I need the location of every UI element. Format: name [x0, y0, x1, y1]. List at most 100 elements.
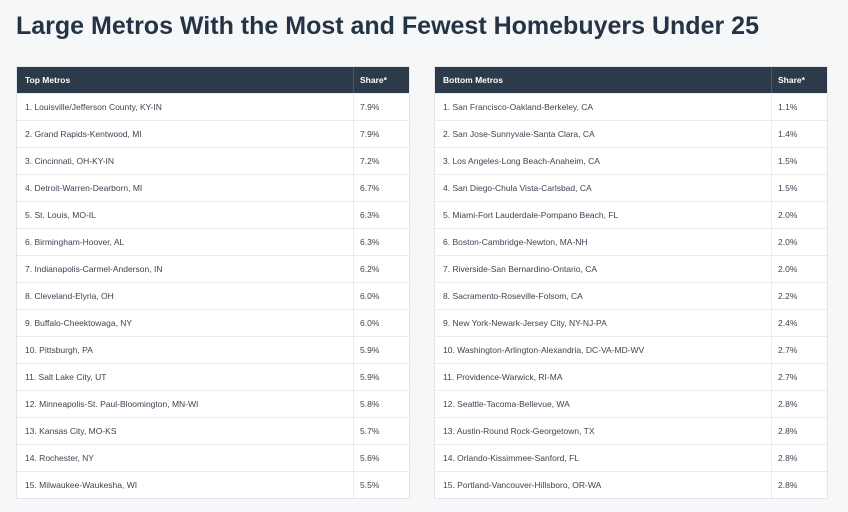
page-title: Large Metros With the Most and Fewest Ho… — [16, 12, 759, 40]
metro-cell: 2. San Jose-Sunnyvale-Santa Clara, CA — [443, 129, 595, 139]
table-row: 8. Sacramento-Roseville-Folsom, CA 2.2% — [435, 282, 827, 309]
metro-cell: 13. Austin-Round Rock-Georgetown, TX — [443, 426, 595, 436]
share-cell: 2.0% — [771, 229, 827, 255]
metro-cell: 15. Portland-Vancouver-Hillsboro, OR-WA — [443, 480, 602, 490]
table-row: 3. Cincinnati, OH-KY-IN 7.2% — [17, 147, 409, 174]
table-row: 11. Providence-Warwick, RI-MA 2.7% — [435, 363, 827, 390]
table-row: 11. Salt Lake City, UT 5.9% — [17, 363, 409, 390]
share-cell: 5.6% — [353, 445, 409, 471]
table-row: 15. Milwaukee-Waukesha, WI 5.5% — [17, 471, 409, 498]
share-cell: 2.0% — [771, 256, 827, 282]
share-cell: 6.0% — [353, 283, 409, 309]
table-row: 6. Birmingham-Hoover, AL 6.3% — [17, 228, 409, 255]
metro-cell: 3. Cincinnati, OH-KY-IN — [25, 156, 114, 166]
share-cell: 1.1% — [771, 94, 827, 120]
share-cell: 7.9% — [353, 121, 409, 147]
metro-cell: 12. Minneapolis-St. Paul-Bloomington, MN… — [25, 399, 199, 409]
header-cell: Bottom Metros — [443, 75, 503, 85]
metro-cell: 4. San Diego-Chula Vista-Carlsbad, CA — [443, 183, 592, 193]
metro-cell: 9. Buffalo-Cheektowaga, NY — [25, 318, 133, 328]
share-cell: 2.8% — [771, 418, 827, 444]
share-cell: 6.0% — [353, 310, 409, 336]
table-row: 8. Cleveland-Elyria, OH 6.0% — [17, 282, 409, 309]
table-row: 5. St. Louis, MO-IL 6.3% — [17, 201, 409, 228]
metro-cell: 2. Grand Rapids-Kentwood, MI — [25, 129, 142, 139]
table-header: Bottom Metros Share* — [435, 67, 827, 93]
table-row: 15. Portland-Vancouver-Hillsboro, OR-WA 2… — [435, 471, 827, 498]
metro-cell: 3. Los Angeles-Long Beach-Anaheim, CA — [443, 156, 600, 166]
table-row: 9. New York-Newark-Jersey City, NY-NJ-PA… — [435, 309, 827, 336]
share-cell: 5.5% — [353, 472, 409, 498]
metro-cell: 5. Miami-Fort Lauderdale-Pompano Beach, … — [443, 210, 619, 220]
metro-cell: 7. Indianapolis-Carmel-Anderson, IN — [25, 264, 163, 274]
table-row: 4. San Diego-Chula Vista-Carlsbad, CA 1.5… — [435, 174, 827, 201]
metro-cell: 7. Riverside-San Bernardino-Ontario, CA — [443, 264, 598, 274]
table-row: 3. Los Angeles-Long Beach-Anaheim, CA 1.5… — [435, 147, 827, 174]
table-row: 12. Seattle-Tacoma-Bellevue, WA 2.8% — [435, 390, 827, 417]
table-row: 14. Rochester, NY 5.6% — [17, 444, 409, 471]
table-row: 12. Minneapolis-St. Paul-Bloomington, MN… — [17, 390, 409, 417]
share-cell: 1.5% — [771, 148, 827, 174]
metro-cell: 10. Pittsburgh, PA — [25, 345, 93, 355]
header-cell: Share* — [353, 67, 409, 93]
share-cell: 2.8% — [771, 472, 827, 498]
metro-cell: 6. Birmingham-Hoover, AL — [25, 237, 125, 247]
share-cell: 2.8% — [771, 445, 827, 471]
metro-cell: 1. Louisville/Jefferson County, KY-IN — [25, 102, 162, 112]
share-cell: 6.7% — [353, 175, 409, 201]
metro-cell: 5. St. Louis, MO-IL — [25, 210, 96, 220]
table-row: 7. Riverside-San Bernardino-Ontario, CA 2… — [435, 255, 827, 282]
share-cell: 2.4% — [771, 310, 827, 336]
table-row: 13. Kansas City, MO-KS 5.7% — [17, 417, 409, 444]
table-row: 5. Miami-Fort Lauderdale-Pompano Beach, … — [435, 201, 827, 228]
share-cell: 6.3% — [353, 229, 409, 255]
table-row: 7. Indianapolis-Carmel-Anderson, IN 6.2% — [17, 255, 409, 282]
share-cell: 5.8% — [353, 391, 409, 417]
metro-cell: 1. San Francisco-Oakland-Berkeley, CA — [443, 102, 594, 112]
metro-cell: 12. Seattle-Tacoma-Bellevue, WA — [443, 399, 570, 409]
share-cell: 2.7% — [771, 337, 827, 363]
table-row: 13. Austin-Round Rock-Georgetown, TX 2.8% — [435, 417, 827, 444]
share-cell: 2.7% — [771, 364, 827, 390]
table-row: 2. Grand Rapids-Kentwood, MI 7.9% — [17, 120, 409, 147]
table-row: 6. Boston-Cambridge-Newton, MA-NH 2.0% — [435, 228, 827, 255]
share-cell: 7.9% — [353, 94, 409, 120]
metro-cell: 11. Providence-Warwick, RI-MA — [443, 372, 563, 382]
metro-cell: 8. Cleveland-Elyria, OH — [25, 291, 114, 301]
share-cell: 2.2% — [771, 283, 827, 309]
header-cell: Share* — [771, 67, 827, 93]
table-header: Top Metros Share* — [17, 67, 409, 93]
table-row: 14. Orlando-Kissimmee-Sanford, FL 2.8% — [435, 444, 827, 471]
share-cell: 6.2% — [353, 256, 409, 282]
share-cell: 5.9% — [353, 364, 409, 390]
metro-cell: 6. Boston-Cambridge-Newton, MA-NH — [443, 237, 588, 247]
metro-cell: 4. Detroit-Warren-Dearborn, MI — [25, 183, 143, 193]
metro-cell: 14. Orlando-Kissimmee-Sanford, FL — [443, 453, 580, 463]
table-row: 1. San Francisco-Oakland-Berkeley, CA 1.1… — [435, 93, 827, 120]
metro-cell: 10. Washington-Arlington-Alexandria, DC-… — [443, 345, 645, 355]
table: Bottom Metros Share* 1. San Francisco-Oakl… — [434, 66, 828, 499]
metro-cell: 8. Sacramento-Roseville-Folsom, CA — [443, 291, 583, 301]
metro-cell: 15. Milwaukee-Waukesha, WI — [25, 480, 138, 490]
table-row: 1. Louisville/Jefferson County, KY-IN 7.9… — [17, 93, 409, 120]
share-cell: 5.7% — [353, 418, 409, 444]
table-row: 10. Pittsburgh, PA 5.9% — [17, 336, 409, 363]
metro-cell: 9. New York-Newark-Jersey City, NY-NJ-PA — [443, 318, 607, 328]
metro-cell: 11. Salt Lake City, UT — [25, 372, 107, 382]
share-cell: 1.4% — [771, 121, 827, 147]
share-cell: 2.8% — [771, 391, 827, 417]
share-cell: 1.5% — [771, 175, 827, 201]
metro-cell: 14. Rochester, NY — [25, 453, 94, 463]
header-cell: Top Metros — [25, 75, 71, 85]
share-cell: 6.3% — [353, 202, 409, 228]
table-row: 2. San Jose-Sunnyvale-Santa Clara, CA 1.4… — [435, 120, 827, 147]
table-row: 9. Buffalo-Cheektowaga, NY 6.0% — [17, 309, 409, 336]
metro-cell: 13. Kansas City, MO-KS — [25, 426, 117, 436]
table: Top Metros Share* 1. Louisville/Jefferson … — [16, 66, 410, 499]
share-cell: 5.9% — [353, 337, 409, 363]
share-cell: 7.2% — [353, 148, 409, 174]
table-row: 10. Washington-Arlington-Alexandria, DC-… — [435, 336, 827, 363]
table-row: 4. Detroit-Warren-Dearborn, MI 6.7% — [17, 174, 409, 201]
share-cell: 2.0% — [771, 202, 827, 228]
